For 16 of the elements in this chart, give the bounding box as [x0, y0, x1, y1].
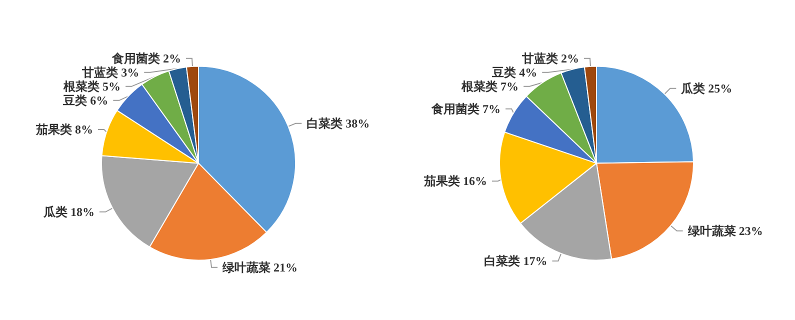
slice-label: 豆类 6%	[62, 93, 108, 108]
slice-label: 豆类 4%	[491, 65, 538, 80]
slice-label: 绿叶蔬菜 23%	[686, 224, 763, 238]
slice-label: 根菜类 5%	[62, 79, 121, 94]
slice-label: 白菜类 38%	[306, 116, 370, 130]
slice-label: 茄果类 16%	[422, 174, 487, 188]
slice-label: 根菜类 7%	[460, 79, 519, 94]
slice-label: 甘蓝类 3%	[81, 65, 140, 80]
slice-label: 瓜类 18%	[42, 204, 94, 219]
slice-label: 甘蓝类 2%	[520, 51, 579, 66]
slice-label: 茄果类 8%	[35, 122, 94, 137]
slice-label: 白菜类 17%	[484, 254, 548, 268]
slice-label: 绿叶蔬菜 21%	[222, 260, 298, 274]
slice-label: 食用菌类 2%	[110, 51, 181, 66]
slice-label: 食用菌类 7%	[430, 102, 501, 116]
slice-label: 瓜类 25%	[680, 81, 732, 96]
